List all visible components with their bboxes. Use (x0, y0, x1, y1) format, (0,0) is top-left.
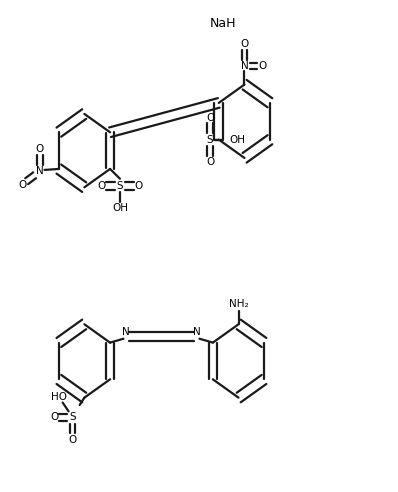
Text: O: O (206, 156, 214, 167)
Text: O: O (68, 435, 77, 445)
Text: N: N (193, 327, 201, 337)
Text: OH: OH (230, 135, 246, 145)
Text: NH₂: NH₂ (229, 299, 248, 308)
Text: S: S (69, 412, 76, 422)
Text: NaH: NaH (209, 17, 236, 30)
Text: S: S (207, 135, 213, 145)
Text: O: O (19, 180, 27, 189)
Text: O: O (97, 181, 105, 191)
Text: N: N (36, 166, 44, 177)
Text: O: O (35, 144, 44, 154)
Text: HO: HO (51, 392, 67, 401)
Text: N: N (122, 327, 130, 337)
Text: O: O (50, 412, 59, 422)
Text: N: N (240, 61, 248, 71)
Text: O: O (240, 39, 249, 49)
Text: O: O (259, 61, 267, 71)
Text: OH: OH (112, 203, 128, 213)
Text: S: S (117, 181, 123, 191)
Text: O: O (206, 113, 214, 123)
Text: O: O (135, 181, 142, 191)
